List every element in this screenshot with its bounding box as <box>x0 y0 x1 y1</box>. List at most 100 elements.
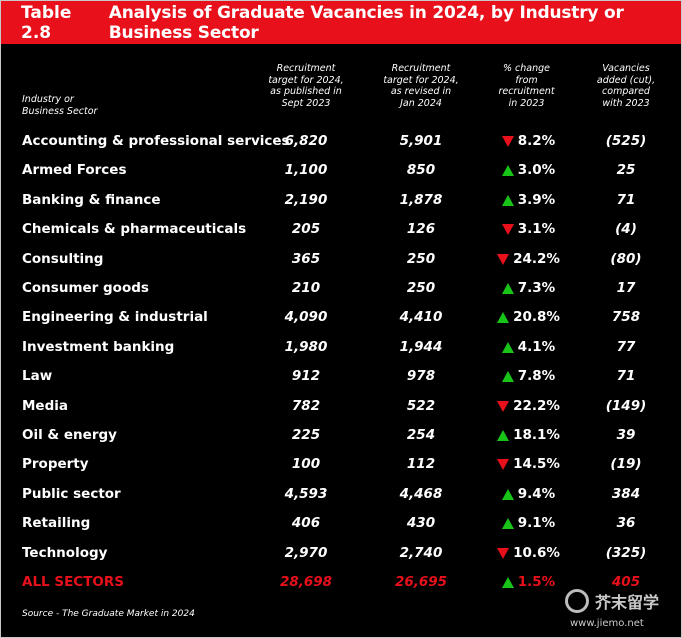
pct-change-cell: 8.2% <box>481 127 576 156</box>
sector-name: Law <box>22 368 53 385</box>
pct-change: 4.1% <box>517 338 556 355</box>
jan-target: 126 <box>406 221 436 238</box>
pct-change: 9.4% <box>517 485 556 502</box>
sector-name: Investment banking <box>22 338 175 355</box>
triangle-up-icon <box>497 430 510 441</box>
pct-change: 14.5% <box>513 456 560 473</box>
pct-change-cell: 10.6% <box>481 539 576 568</box>
triangle-up-icon <box>501 371 514 383</box>
pct-change-cell: 9.1% <box>481 509 576 538</box>
triangle-up-icon <box>501 341 514 353</box>
sector-name: ALL SECTORS <box>22 574 125 590</box>
triangle-down-icon <box>501 136 514 147</box>
table-number: Table 2.8 <box>21 2 72 43</box>
sept-target: 4,090 <box>284 309 328 326</box>
pct-change: 1.5% <box>517 574 556 590</box>
triangle-up-icon <box>501 577 514 588</box>
pct-change-cell: 3.9% <box>481 186 576 215</box>
vacancies-added: (80) <box>610 250 642 267</box>
jan-target: 1,878 <box>399 191 443 208</box>
sept-target: 912 <box>291 368 321 385</box>
triangle-up-icon <box>501 518 514 530</box>
sept-target: 365 <box>291 250 321 267</box>
sector-name: Consulting <box>22 250 104 267</box>
pct-change: 20.8% <box>513 309 560 326</box>
sept-target: 2,190 <box>284 191 328 208</box>
pct-change-cell: 22.2% <box>481 392 576 421</box>
sector-name: Banking & finance <box>22 191 161 208</box>
pct-change-cell: 18.1% <box>481 421 576 450</box>
watermark-name: 芥末留学 <box>595 593 660 612</box>
sector-name: Oil & energy <box>22 427 117 443</box>
jan-target: 2,740 <box>399 544 443 561</box>
vacancies-added: 405 <box>611 574 641 590</box>
table-row: Chemicals & pharmaceuticals 205 126 3.1% (4) <box>1 215 681 244</box>
table-row: Consulting 365 250 24.2% (80) <box>1 245 681 274</box>
vacancies-added: 384 <box>611 485 641 502</box>
sept-target: 1,100 <box>284 162 328 179</box>
pct-change-cell: 3.0% <box>481 156 576 185</box>
triangle-down-icon <box>497 253 510 265</box>
pct-change: 8.2% <box>517 133 556 149</box>
header-pct-change: % change from recruitment in 2023 <box>498 63 555 109</box>
sept-target: 1,980 <box>284 338 328 355</box>
sept-target: 225 <box>291 427 321 443</box>
sept-target: 28,698 <box>279 574 333 590</box>
vacancies-added: 71 <box>616 368 636 385</box>
table-row: Consumer goods 210 250 7.3% 17 <box>1 274 681 303</box>
sector-name: Armed Forces <box>22 162 127 179</box>
pct-change: 9.1% <box>517 515 556 532</box>
source-note: Source - The Graduate Market in 2024 <box>22 609 195 619</box>
jan-target: 250 <box>406 280 436 296</box>
pct-change-cell: 9.4% <box>481 480 576 509</box>
table-row: Retailing 406 430 9.1% 36 <box>1 509 681 538</box>
vacancies-added: 758 <box>611 309 641 326</box>
header-vacancies-added: Vacancies added (cut), compared with 202… <box>596 63 656 109</box>
triangle-up-icon <box>497 312 510 324</box>
vacancies-added: (149) <box>605 397 647 414</box>
jan-target: 1,944 <box>399 338 443 355</box>
table-row: Media 782 522 22.2% (149) <box>1 392 681 421</box>
jan-target: 26,695 <box>394 574 448 590</box>
sector-name: Technology <box>22 544 108 561</box>
watermark-url: www.jiemo.net <box>570 618 644 629</box>
vacancies-added: 36 <box>616 515 636 532</box>
sector-name: Engineering & industrial <box>22 309 208 326</box>
pct-change-cell: 14.5% <box>481 450 576 479</box>
sept-target: 6,820 <box>284 133 328 149</box>
table-title: Analysis of Graduate Vacancies in 2024, … <box>108 2 624 43</box>
pct-change: 3.0% <box>517 162 556 179</box>
sector-name: Public sector <box>22 485 121 502</box>
jan-target: 978 <box>406 368 436 385</box>
sector-name: Media <box>22 397 68 414</box>
triangle-up-icon <box>501 165 514 177</box>
vacancies-added: 71 <box>616 191 636 208</box>
pct-change: 3.1% <box>517 221 556 238</box>
sept-target: 4,593 <box>284 485 328 502</box>
watermark-icon <box>565 589 589 613</box>
pct-change-cell: 20.8% <box>481 303 576 332</box>
table-row: Technology 2,970 2,740 10.6% (325) <box>1 539 681 568</box>
pct-change-cell: 3.1% <box>481 215 576 244</box>
triangle-down-icon <box>497 459 510 471</box>
vacancies-added: 25 <box>616 162 636 179</box>
pct-change-cell: 1.5% <box>481 568 576 597</box>
sept-target: 406 <box>291 515 321 532</box>
sector-name: Chemicals & pharmaceuticals <box>22 221 247 238</box>
jan-target: 4,410 <box>399 309 443 326</box>
table-row: Banking & finance 2,190 1,878 3.9% 71 <box>1 186 681 215</box>
pct-change-cell: 4.1% <box>481 333 576 362</box>
watermark-logo: 芥末留学 <box>565 589 659 613</box>
sector-name: Property <box>22 456 89 473</box>
triangle-up-icon <box>501 488 514 500</box>
pct-change: 22.2% <box>513 397 560 414</box>
pct-change: 24.2% <box>513 250 560 267</box>
jan-target: 4,468 <box>399 485 443 502</box>
pct-change: 10.6% <box>513 544 560 561</box>
sept-target: 205 <box>291 221 321 238</box>
table-row: Armed Forces 1,100 850 3.0% 25 <box>1 156 681 185</box>
jan-target: 850 <box>406 162 436 179</box>
table-row: Accounting & professional services 6,820 5… <box>1 127 681 156</box>
pct-change: 7.3% <box>517 280 556 296</box>
